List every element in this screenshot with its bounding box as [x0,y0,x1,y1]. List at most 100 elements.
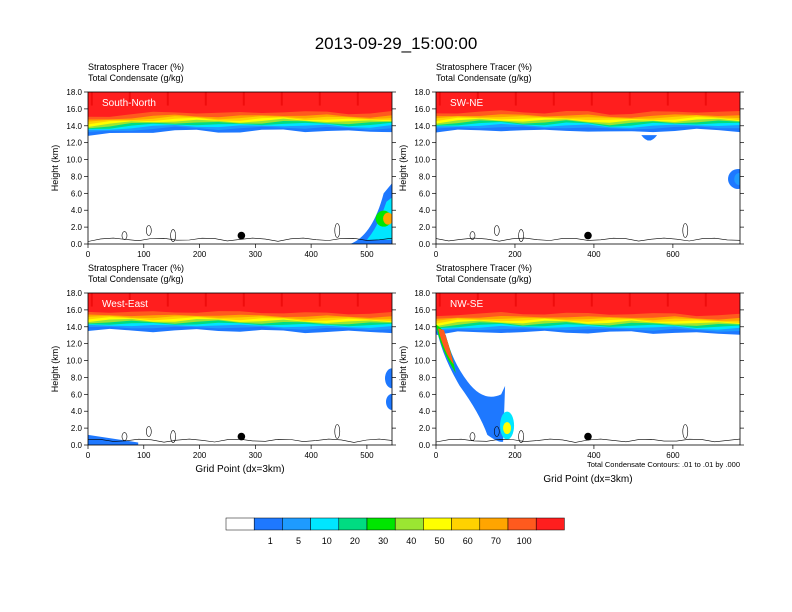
y-tick-label: 8.0 [71,373,83,382]
tracer-streak [90,293,93,307]
y-axis-label: Height (km) [398,346,408,393]
tracer-streak [514,92,517,106]
tracer-streak [438,293,441,307]
subtitle-condensate: Total Condensate (g/kg) [436,274,532,284]
colorbar-swatch [394,517,424,531]
y-tick-label: 10.0 [66,156,82,165]
plot-area [88,92,392,244]
y-tick-label: 0.0 [419,441,431,450]
condensate-cell [493,225,500,236]
marker-dot [584,432,592,441]
colorbar-label: 20 [350,536,360,546]
marker-dot [584,231,592,240]
subtitle-tracer: Stratosphere Tracer (%) [436,263,532,273]
panel-label: West-East [102,299,148,310]
condensate-cell [469,432,476,441]
x-tick-label: 100 [137,250,151,259]
x-tick-label: 200 [508,451,522,460]
tracer-streak [280,293,283,307]
x-tick-label: 100 [137,451,151,460]
y-tick-label: 12.0 [66,139,82,148]
fold-outer [436,324,506,442]
subtitle-condensate: Total Condensate (g/kg) [436,73,532,83]
tracer-streak [704,293,707,307]
condensate-cell [121,432,128,441]
tracer-streak [166,293,169,307]
y-tick-label: 6.0 [71,390,83,399]
panel-label: South-North [102,98,156,109]
intrusion-mid [366,197,392,240]
tracer-streak [90,92,93,106]
y-tick-label: 0.0 [419,240,431,249]
plot-area [88,293,392,445]
y-axis-label: Height (km) [50,346,60,393]
y-tick-label: 2.0 [71,223,83,232]
y-tick-label: 8.0 [71,172,83,181]
plot-frame [87,292,393,446]
y-tick-label: 8.0 [419,172,431,181]
subtitle-tracer: Stratosphere Tracer (%) [436,62,532,72]
y-tick-label: 6.0 [419,189,431,198]
tracer-streak [552,293,555,307]
condensate-cell [518,229,524,242]
panel-label: SW-NE [450,98,483,109]
colorbar-label: 50 [434,536,444,546]
y-tick-label: 10.0 [414,156,430,165]
y-tick-label: 18.0 [66,88,82,97]
tracer-streak [128,92,131,106]
x-tick-label: 400 [304,451,318,460]
y-axis-label: Height (km) [398,145,408,192]
tracer-streak [242,293,245,307]
y-tick-label: 12.0 [414,340,430,349]
colorbar-label: 60 [463,536,473,546]
y-tick-label: 18.0 [66,289,82,298]
tracer-streak [280,92,283,106]
tracer-streak [356,293,359,307]
colorbar-label: 30 [378,536,388,546]
plot-area [436,92,740,244]
colorbar-label: 1 [268,536,273,546]
condensate-contour [436,237,740,242]
y-tick-label: 2.0 [419,424,431,433]
tracer-streak [204,92,207,106]
x-tick-label: 0 [434,451,439,460]
x-tick-label: 300 [249,451,263,460]
tracer-streak [356,92,359,106]
marker-dot [237,231,246,240]
subtitle-condensate: Total Condensate (g/kg) [88,73,184,83]
condensate-cell [121,231,128,240]
y-tick-label: 16.0 [66,306,82,315]
tracer-streak [514,293,517,307]
tracer-streak [666,293,669,307]
plot-frame [435,292,741,446]
y-tick-label: 18.0 [414,289,430,298]
colorbar-swatch [366,517,396,531]
y-tick-label: 6.0 [419,390,431,399]
colorbar-swatch [507,517,537,531]
tracer-streak [590,92,593,106]
tracer-dip [641,135,658,141]
colorbar-swatch [479,517,509,531]
y-tick-label: 8.0 [419,373,431,382]
y-tick-label: 10.0 [66,357,82,366]
intrusion-east-upper [385,368,392,389]
y-tick-label: 14.0 [66,122,82,131]
x-tick-label: 200 [193,250,207,259]
y-tick-label: 2.0 [71,424,83,433]
subtitle-tracer: Stratosphere Tracer (%) [88,62,184,72]
condensate-contour [88,237,392,242]
colorbar-swatch [338,517,368,531]
colorbar-swatch [451,517,481,531]
subtitle-tracer: Stratosphere Tracer (%) [88,263,184,273]
panel-label: NW-SE [450,299,483,310]
tracer-streak [628,293,631,307]
x-tick-label: 400 [304,250,318,259]
condensate-cell [493,426,500,437]
y-tick-label: 12.0 [414,139,430,148]
fold-core [437,328,454,365]
subtitle-condensate: Total Condensate (g/kg) [88,274,184,284]
y-tick-label: 10.0 [414,357,430,366]
x-tick-label: 400 [587,451,601,460]
panel-west-east: Stratosphere Tracer (%)Total Condensate … [50,263,396,475]
colorbar: 1 5 10 20 30 40 50 60 70 100 [225,517,565,546]
